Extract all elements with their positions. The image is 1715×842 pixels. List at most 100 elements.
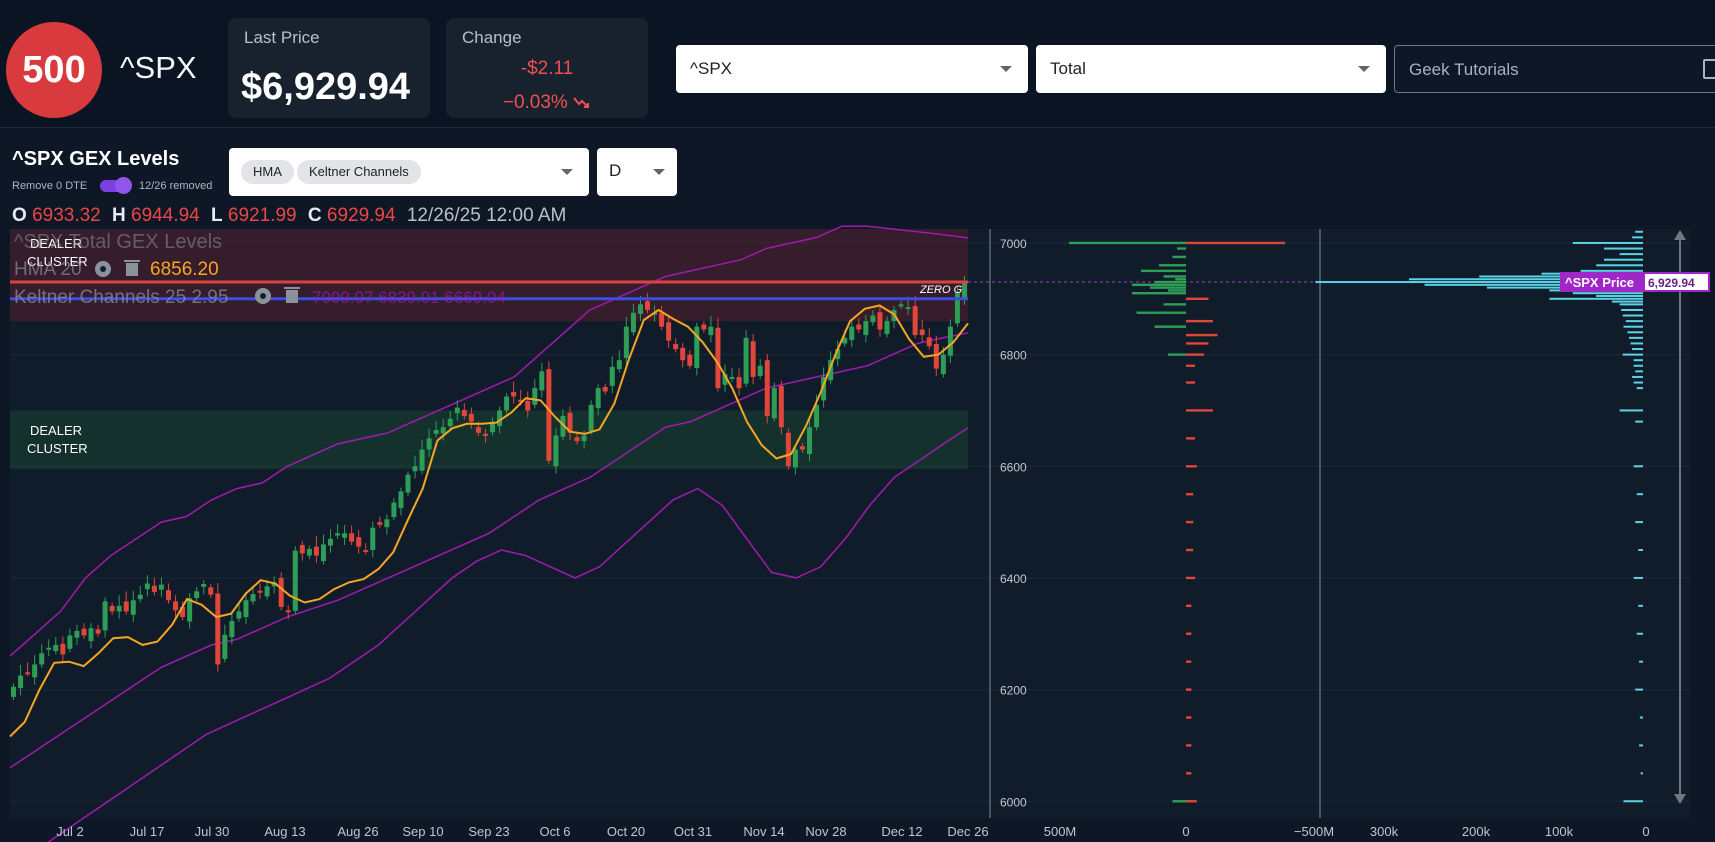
candle-body [680,347,686,361]
candles [11,275,967,701]
hma-series-line [9,304,969,738]
candle-body [236,611,242,619]
remove-0dte-label: Remove 0 DTE [12,180,88,192]
trash-icon[interactable] [124,260,140,276]
candle-body [687,354,693,366]
oi-bar [1639,716,1643,719]
candle-body [468,413,474,422]
chart-grid [10,229,1690,818]
dealer-cluster-zone-top [10,229,968,322]
oi-bar [1635,230,1643,233]
candle-body [490,421,496,433]
x-tick-label: Oct 20 [607,824,645,839]
oi-bar [1635,370,1643,373]
oi-bar [1604,247,1643,250]
dealer-cluster-zone-bottom [10,410,968,470]
remove-0dte-toggle[interactable] [100,177,132,194]
candle-body [602,386,608,392]
candle-body [299,544,305,554]
candle-body [165,590,171,601]
oi-bar [1635,521,1643,524]
oi-bar [1623,325,1643,328]
low-label: L [211,205,223,226]
candle-body [32,664,38,678]
candle-body [518,399,524,403]
candle-body [482,433,488,436]
ohlc-readout: O 6933.32 H 6944.94 L 6921.99 C 6929.94 … [12,205,566,227]
oi-bar [1628,336,1643,339]
oi-bar [1632,236,1643,239]
symbol-select-value: ^SPX [690,59,732,78]
oi-bar [1623,800,1643,803]
oi-bar [1627,331,1643,334]
oi-bar [1596,294,1643,297]
trash-icon[interactable] [284,287,300,303]
gex-type-select[interactable]: Total [1036,45,1386,93]
candle-body [377,522,383,525]
indicator-chip-keltner[interactable]: Keltner Channels [297,160,421,184]
tutorials-select[interactable]: Geek Tutorials [1394,45,1715,93]
symbol-select[interactable]: ^SPX [676,45,1028,93]
candle-body [898,304,904,307]
x-tick-label: Dec 12 [881,824,922,839]
change-percent: −0.03% [446,92,648,114]
change-value: -$2.11 [520,58,574,79]
y-tick-label: 7000 [1000,237,1027,251]
candle-body [109,605,115,612]
last-price-card: Last Price $6,929.94 [228,18,430,118]
chevron-down-icon [653,169,665,175]
gex-bar [1186,744,1192,747]
candle-body [335,533,341,536]
candle-body [173,601,179,611]
keltner-channels [9,225,969,842]
oi-bar [1622,353,1643,356]
oi-x-tick: 200k [1462,824,1491,839]
gex-bar [1175,278,1186,281]
candle-body [799,446,805,450]
candle-body [659,312,665,327]
gex-bar [1186,381,1195,384]
candle-body [546,369,552,461]
gex-bar [1186,241,1285,245]
candle-body [567,412,573,433]
indicator-select[interactable]: HMA Keltner Channels [229,148,589,196]
oi-bar [1580,269,1643,272]
oi-bar [1630,342,1643,345]
oi-bar [1315,281,1643,284]
gex-bar [1186,800,1197,803]
candle-body [743,337,749,384]
indicator-chip-hma[interactable]: HMA [241,160,294,184]
oi-bar [1621,308,1643,311]
candle-body [532,388,538,405]
candle-body [912,306,918,336]
oi-bar [1638,549,1643,552]
candle-body [842,337,848,344]
dealer-cluster-bottom-line1: DEALER [30,423,82,438]
gear-icon[interactable] [95,261,111,277]
oi-bar [1424,283,1643,286]
candle-body [757,365,763,376]
open-value: 6933.32 [32,205,101,226]
candle-body [623,326,629,358]
interval-select[interactable]: D [597,148,677,196]
oi-bar [1487,286,1643,289]
candle-body [363,550,369,553]
candle-body [46,647,52,650]
candle-body [11,686,17,697]
x-tick-label: Jul 17 [130,824,165,839]
candle-body [306,548,312,556]
candle-body [158,584,164,590]
interval-select-value: D [609,161,622,180]
candle-body [243,600,249,618]
gex-bar [1154,325,1186,328]
oi-bar [1638,604,1643,607]
candle-body [67,635,73,649]
gear-icon[interactable] [255,288,271,304]
keltner-overlay-label: Keltner Channels 25 2.95 [14,287,228,308]
chevron-down-icon [1358,66,1370,72]
candle-body [278,577,284,607]
gex-bar [1186,520,1194,524]
x-tick-label: Aug 26 [337,824,378,839]
candle-body [180,606,186,618]
gex-x-tick: 500M [1044,824,1077,839]
